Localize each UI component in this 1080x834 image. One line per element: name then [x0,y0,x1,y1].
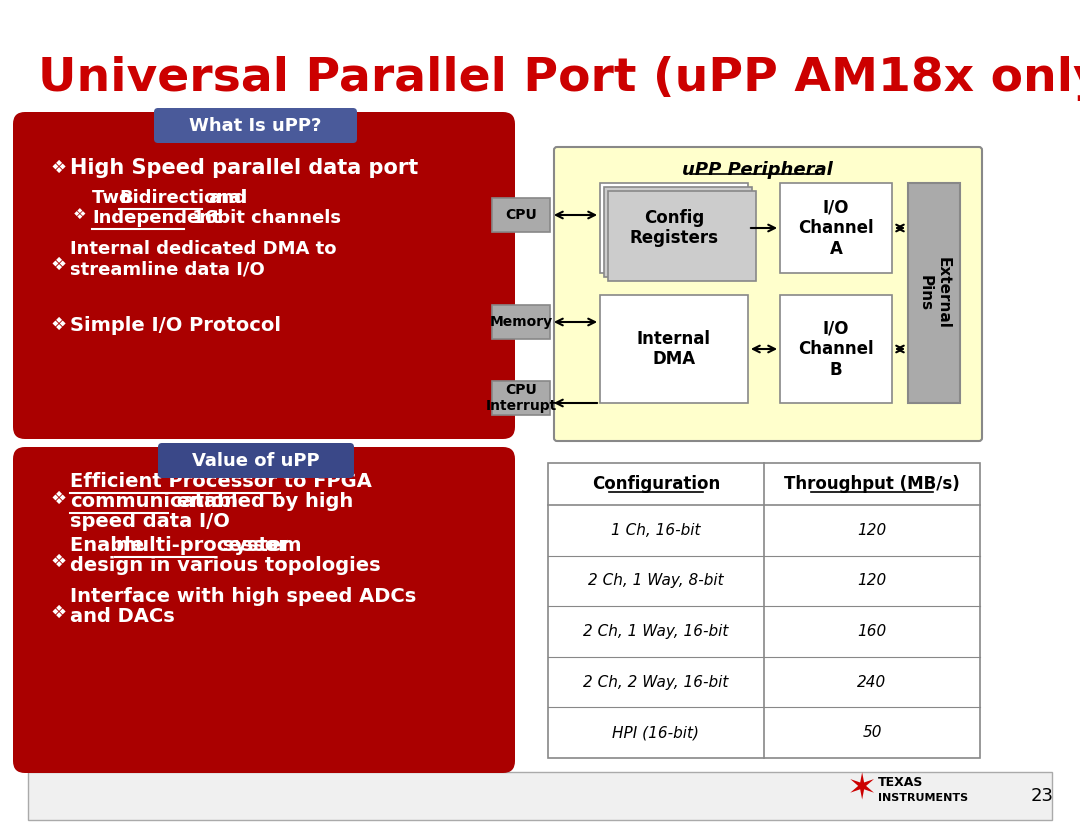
Text: HPI (16-bit): HPI (16-bit) [612,726,700,741]
Text: Simple I/O Protocol: Simple I/O Protocol [70,315,281,334]
Text: Universal Parallel Port (uPP AM18x only): Universal Parallel Port (uPP AM18x only) [38,56,1080,101]
Text: ❖: ❖ [50,316,66,334]
Text: design in various topologies: design in various topologies [70,556,380,575]
Text: TEXAS: TEXAS [878,776,923,790]
FancyBboxPatch shape [492,381,550,415]
Text: ✶: ✶ [847,772,877,806]
Text: uPP Peripheral: uPP Peripheral [681,161,833,179]
Text: Enable: Enable [70,536,151,555]
Text: and DACs: and DACs [70,607,175,626]
Text: streamline data I/O: streamline data I/O [70,260,265,278]
FancyBboxPatch shape [604,187,752,277]
Text: ❖: ❖ [50,159,66,177]
Text: system: system [216,536,301,555]
Text: Efficient Processor to FPGA: Efficient Processor to FPGA [70,472,372,491]
FancyBboxPatch shape [554,147,982,441]
FancyBboxPatch shape [780,295,892,403]
Text: Bidirectional: Bidirectional [119,189,247,207]
FancyBboxPatch shape [158,443,354,478]
Text: CPU
Interrupt: CPU Interrupt [485,383,556,413]
Text: 1 Ch, 16-bit: 1 Ch, 16-bit [611,523,701,538]
Text: Independent: Independent [92,209,220,227]
Text: Config
Registers: Config Registers [630,208,718,248]
Text: CPU: CPU [505,208,537,222]
FancyBboxPatch shape [600,183,748,273]
Text: 160: 160 [858,624,887,639]
Text: 16bit channels: 16bit channels [186,209,341,227]
Text: Internal
DMA: Internal DMA [637,329,711,369]
Text: Value of uPP: Value of uPP [192,451,320,470]
Text: enabled by high: enabled by high [170,492,353,511]
Text: 2 Ch, 2 Way, 16-bit: 2 Ch, 2 Way, 16-bit [583,675,729,690]
Text: 23: 23 [1030,787,1053,805]
Text: 240: 240 [858,675,887,690]
Text: I/O
Channel
A: I/O Channel A [798,198,874,258]
Text: What Is uPP?: What Is uPP? [189,117,322,134]
Text: Internal dedicated DMA to: Internal dedicated DMA to [70,240,337,258]
Text: 120: 120 [858,574,887,589]
Text: Configuration: Configuration [592,475,720,493]
Text: External
Pins: External Pins [918,257,950,329]
Text: ❖: ❖ [50,604,66,622]
Text: ❖: ❖ [50,553,66,571]
Text: Memory: Memory [489,315,553,329]
FancyBboxPatch shape [548,463,980,758]
FancyBboxPatch shape [608,191,756,281]
Text: Throughput (MB/s): Throughput (MB/s) [784,475,960,493]
Text: ❖: ❖ [50,256,66,274]
Text: 2 Ch, 1 Way, 16-bit: 2 Ch, 1 Way, 16-bit [583,624,729,639]
Text: Interface with high speed ADCs: Interface with high speed ADCs [70,587,416,606]
Text: 2 Ch, 1 Way, 8-bit: 2 Ch, 1 Way, 8-bit [589,574,724,589]
Text: ❖: ❖ [50,490,66,508]
FancyBboxPatch shape [28,772,1052,820]
FancyBboxPatch shape [13,112,515,439]
Text: ❖: ❖ [73,207,86,222]
FancyBboxPatch shape [600,295,748,403]
FancyBboxPatch shape [154,108,357,143]
Text: Two: Two [92,189,137,207]
Text: 50: 50 [862,726,881,741]
FancyBboxPatch shape [492,198,550,232]
FancyBboxPatch shape [780,183,892,273]
FancyBboxPatch shape [492,305,550,339]
Text: High Speed parallel data port: High Speed parallel data port [70,158,418,178]
Text: INSTRUMENTS: INSTRUMENTS [878,793,968,803]
Text: communication: communication [70,492,238,511]
Text: multi-processor: multi-processor [114,536,288,555]
Text: 120: 120 [858,523,887,538]
FancyBboxPatch shape [908,183,960,403]
Text: speed data I/O: speed data I/O [70,512,230,531]
Text: I/O
Channel
B: I/O Channel B [798,319,874,379]
Text: and: and [203,189,246,207]
FancyBboxPatch shape [13,447,515,773]
